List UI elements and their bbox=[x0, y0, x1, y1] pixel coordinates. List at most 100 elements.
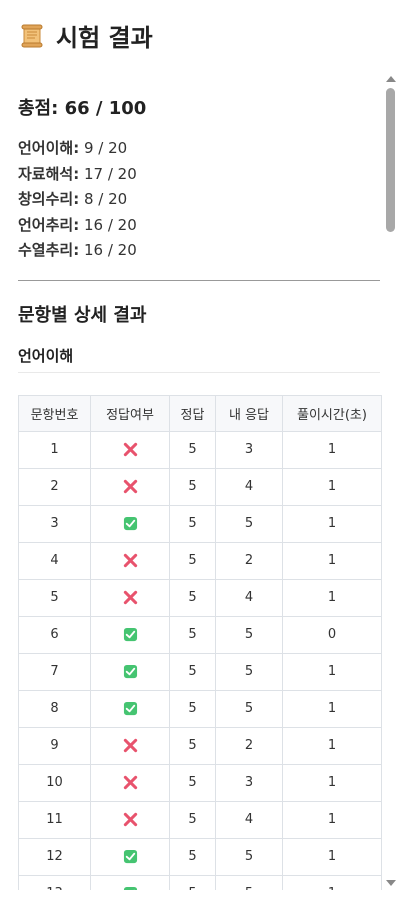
time-cell: 1 bbox=[282, 763, 382, 802]
question-number-cell: 4 bbox=[18, 541, 91, 580]
scroll-thumb[interactable] bbox=[386, 88, 395, 232]
correctness-cell bbox=[90, 541, 170, 580]
my-answer-cell: 2 bbox=[215, 541, 283, 580]
cross-icon bbox=[123, 739, 137, 753]
correctness-cell bbox=[90, 504, 170, 543]
answer-cell: 5 bbox=[169, 837, 216, 876]
check-icon bbox=[123, 517, 137, 531]
question-number-cell: 12 bbox=[18, 837, 91, 876]
my-answer-cell: 4 bbox=[215, 467, 283, 506]
question-number-cell: 1 bbox=[18, 430, 91, 469]
answer-cell: 5 bbox=[169, 800, 216, 839]
check-icon bbox=[123, 850, 137, 864]
answer-cell: 5 bbox=[169, 763, 216, 802]
time-cell: 1 bbox=[282, 430, 382, 469]
scroll-up-arrow-icon[interactable] bbox=[386, 76, 396, 82]
my-answer-cell: 3 bbox=[215, 430, 283, 469]
column-header: 내 응답 bbox=[215, 394, 283, 432]
results-table-body: 1 5 3 1 2 5 4 1 3 5 5 1 4 5 2 1 5 5 4 1 6 5 5 0 7 5 5 1 8 5 5 1 9 5 2 1 10 5 3… bbox=[18, 430, 382, 890]
time-cell: 1 bbox=[282, 800, 382, 839]
my-answer-cell: 3 bbox=[215, 763, 283, 802]
cross-icon bbox=[123, 554, 137, 568]
section-score-item: 수열추리: 16 / 20 bbox=[18, 241, 137, 260]
check-icon bbox=[123, 887, 137, 890]
question-number-cell: 7 bbox=[18, 652, 91, 691]
time-cell: 1 bbox=[282, 541, 382, 580]
column-header: 정답 bbox=[169, 394, 216, 432]
answer-cell: 5 bbox=[169, 504, 216, 543]
correctness-cell bbox=[90, 430, 170, 469]
check-icon bbox=[123, 702, 137, 716]
my-answer-cell: 5 bbox=[215, 504, 283, 543]
my-answer-cell: 5 bbox=[215, 652, 283, 691]
section-scores: 언어이해: 9 / 20 자료해석: 17 / 20 창의수리: 8 / 20 … bbox=[18, 136, 380, 264]
correctness-cell bbox=[90, 874, 170, 890]
question-number-cell: 9 bbox=[18, 726, 91, 765]
time-cell: 1 bbox=[282, 726, 382, 765]
cross-icon bbox=[123, 480, 137, 494]
answer-cell: 5 bbox=[169, 541, 216, 580]
results-scroll-area[interactable]: 총점: 66 / 100 언어이해: 9 / 20 자료해석: 17 / 20 … bbox=[0, 70, 398, 890]
correctness-cell bbox=[90, 615, 170, 654]
table-row: 10 5 3 1 bbox=[18, 763, 382, 802]
question-number-cell: 8 bbox=[18, 689, 91, 728]
subject-heading: 언어이해 bbox=[18, 345, 380, 373]
time-cell: 1 bbox=[282, 652, 382, 691]
my-answer-cell: 5 bbox=[215, 615, 283, 654]
column-header: 문항번호 bbox=[18, 394, 91, 432]
my-answer-cell: 4 bbox=[215, 800, 283, 839]
cross-icon bbox=[123, 813, 137, 827]
correctness-cell bbox=[90, 689, 170, 728]
time-cell: 1 bbox=[282, 689, 382, 728]
question-number-cell: 10 bbox=[18, 763, 91, 802]
time-cell: 1 bbox=[282, 467, 382, 506]
question-number-cell: 11 bbox=[18, 800, 91, 839]
my-answer-cell: 4 bbox=[215, 578, 283, 617]
correctness-cell bbox=[90, 837, 170, 876]
scroll-icon bbox=[21, 24, 43, 47]
question-number-cell: 6 bbox=[18, 615, 91, 654]
vertical-scrollbar[interactable] bbox=[384, 72, 398, 890]
my-answer-cell: 5 bbox=[215, 689, 283, 728]
my-answer-cell: 5 bbox=[215, 837, 283, 876]
total-score: 총점: 66 / 100 bbox=[18, 98, 147, 119]
table-row: 11 5 4 1 bbox=[18, 800, 382, 839]
answer-cell: 5 bbox=[169, 467, 216, 506]
section-score-item: 언어이해: 9 / 20 bbox=[18, 139, 128, 157]
table-header-row: 문항번호 정답여부 정답 내 응답 풀이시간(초) bbox=[18, 394, 382, 432]
my-answer-cell: 5 bbox=[215, 874, 283, 890]
answer-cell: 5 bbox=[169, 689, 216, 728]
time-cell: 1 bbox=[282, 578, 382, 617]
cross-icon bbox=[123, 591, 137, 605]
correctness-cell bbox=[90, 800, 170, 839]
time-cell: 1 bbox=[282, 504, 382, 543]
check-icon bbox=[123, 665, 137, 679]
answer-cell: 5 bbox=[169, 430, 216, 469]
answer-cell: 5 bbox=[169, 578, 216, 617]
correctness-cell bbox=[90, 726, 170, 765]
cross-icon bbox=[123, 776, 137, 790]
section-score-item: 창의수리: 8 / 20 bbox=[18, 190, 128, 209]
question-number-cell: 13 bbox=[18, 874, 91, 890]
time-cell: 1 bbox=[282, 837, 382, 876]
correctness-cell bbox=[90, 578, 170, 617]
scroll-down-arrow-icon[interactable] bbox=[386, 880, 396, 886]
section-score-item: 자료해석: 17 / 20 bbox=[18, 164, 137, 183]
correctness-cell bbox=[90, 467, 170, 506]
answer-cell: 5 bbox=[169, 726, 216, 765]
correctness-cell bbox=[90, 652, 170, 691]
detail-title: 문항별 상세 결과 bbox=[18, 304, 147, 326]
correctness-cell bbox=[90, 763, 170, 802]
time-cell: 1 bbox=[282, 874, 382, 890]
my-answer-cell: 2 bbox=[215, 726, 283, 765]
answer-cell: 5 bbox=[169, 874, 216, 890]
